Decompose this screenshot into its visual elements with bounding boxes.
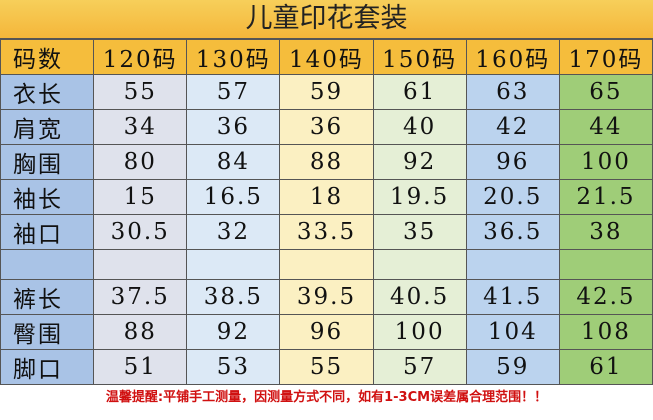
cell: 55 — [93, 74, 188, 110]
cell: 臀围 — [0, 314, 95, 350]
cell: 96 — [279, 314, 374, 350]
data-row: 肩宽 34 36 36 40 42 44 — [0, 109, 653, 145]
cell: 61 — [372, 74, 467, 110]
cell: 88 — [279, 144, 374, 180]
cell: 59 — [465, 349, 560, 385]
cell: 42 — [465, 109, 560, 145]
cell: 84 — [186, 144, 281, 180]
cell: 42.5 — [558, 279, 653, 315]
cell — [93, 249, 188, 280]
cell: 41.5 — [465, 279, 560, 315]
cell: 88 — [93, 314, 188, 350]
cell: 38.5 — [186, 279, 281, 315]
cell: 63 — [465, 74, 560, 110]
empty-row — [0, 249, 653, 280]
cell — [279, 249, 374, 280]
cell: 15 — [93, 179, 188, 215]
data-row: 衣长 55 57 59 61 63 65 — [0, 74, 653, 110]
header-cell: 120码 — [93, 39, 188, 75]
cell: 36 — [279, 109, 374, 145]
cell: 108 — [558, 314, 653, 350]
cell: 57 — [186, 74, 281, 110]
header-cell: 130码 — [186, 39, 281, 75]
cell: 100 — [558, 144, 653, 180]
cell: 80 — [93, 144, 188, 180]
data-row: 臀围 88 92 96 100 104 108 — [0, 314, 653, 350]
cell: 40.5 — [372, 279, 467, 315]
header-cell: 160码 — [465, 39, 560, 75]
cell: 36.5 — [465, 214, 560, 250]
cell: 53 — [186, 349, 281, 385]
cell: 裤长 — [0, 279, 95, 315]
cell: 脚口 — [0, 349, 95, 385]
cell: 34 — [93, 109, 188, 145]
cell: 37.5 — [93, 279, 188, 315]
cell: 51 — [93, 349, 188, 385]
cell: 肩宽 — [0, 109, 95, 145]
cell — [0, 249, 95, 280]
cell: 19.5 — [372, 179, 467, 215]
cell: 100 — [372, 314, 467, 350]
header-cell: 170码 — [558, 39, 653, 75]
cell — [372, 249, 467, 280]
data-row: 袖长 15 16.5 18 19.5 20.5 21.5 — [0, 179, 653, 215]
cell: 32 — [186, 214, 281, 250]
data-row: 胸围 80 84 88 92 96 100 — [0, 144, 653, 180]
cell: 16.5 — [186, 179, 281, 215]
cell: 57 — [372, 349, 467, 385]
cell: 胸围 — [0, 144, 95, 180]
cell: 92 — [186, 314, 281, 350]
cell: 39.5 — [279, 279, 374, 315]
cell: 61 — [558, 349, 653, 385]
cell: 65 — [558, 74, 653, 110]
cell: 38 — [558, 214, 653, 250]
data-row: 袖口 30.5 32 33.5 35 36.5 38 — [0, 214, 653, 250]
note: 温馨提醒:平铺手工测量，因测量方式不同，如有1-3CM误差属合理范围！！ — [105, 390, 548, 405]
cell — [558, 249, 653, 280]
cell: 59 — [279, 74, 374, 110]
cell: 36 — [186, 109, 281, 145]
cell: 30.5 — [93, 214, 188, 250]
cell: 18 — [279, 179, 374, 215]
cell: 21.5 — [558, 179, 653, 215]
cell: 96 — [465, 144, 560, 180]
cell: 袖长 — [0, 179, 95, 215]
size-table: 码数 120码 130码 140码 150码 160码 170码 衣长 55 57 59 61 63 65… — [0, 39, 653, 385]
header-cell: 150码 — [372, 39, 467, 75]
data-row: 裤长 37.5 38.5 39.5 40.5 41.5 42.5 — [0, 279, 653, 315]
cell: 104 — [465, 314, 560, 350]
cell — [186, 249, 281, 280]
cell: 92 — [372, 144, 467, 180]
cell: 袖口 — [0, 214, 95, 250]
cell: 40 — [372, 109, 467, 145]
cell: 20.5 — [465, 179, 560, 215]
cell: 35 — [372, 214, 467, 250]
cell: 衣长 — [0, 74, 95, 110]
cell — [465, 249, 560, 280]
title: 儿童印花套装 — [0, 0, 653, 39]
cell: 44 — [558, 109, 653, 145]
header-cell: 码数 — [0, 39, 95, 75]
header-row: 码数 120码 130码 140码 150码 160码 170码 — [0, 39, 653, 75]
cell: 55 — [279, 349, 374, 385]
header-cell: 140码 — [279, 39, 374, 75]
cell: 33.5 — [279, 214, 374, 250]
data-row: 脚口 51 53 55 57 59 61 — [0, 349, 653, 385]
